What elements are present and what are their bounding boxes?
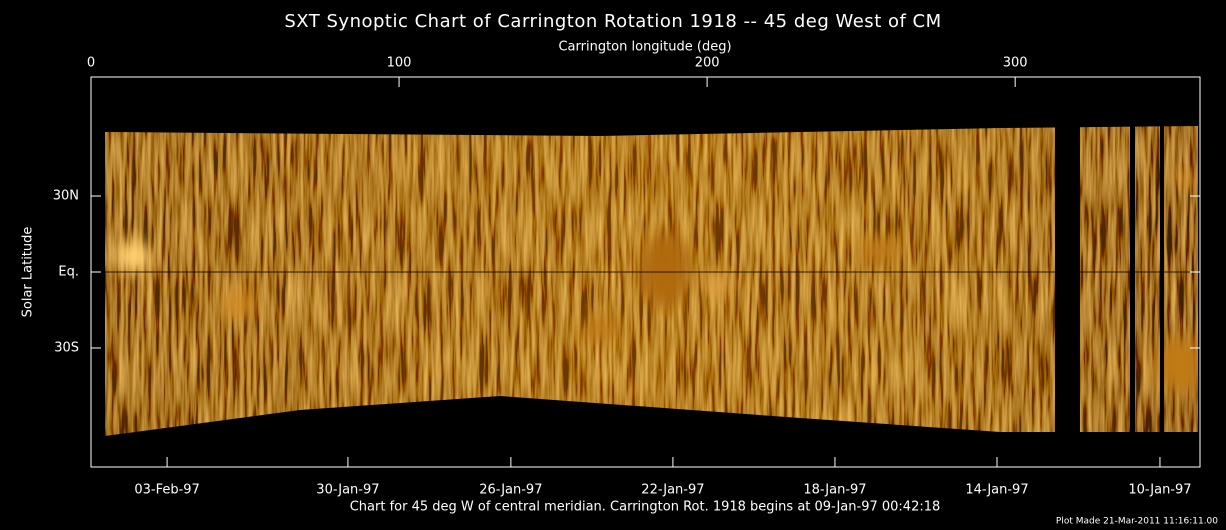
bright-region	[860, 236, 900, 264]
chart-title: SXT Synoptic Chart of Carrington Rotatio…	[284, 11, 941, 32]
x-tick-label: 0	[87, 56, 95, 71]
x2-tick-label: 10-Jan-97	[1128, 483, 1191, 498]
y-tick-label: 30N	[53, 189, 79, 204]
x2-tick-label: 18-Jan-97	[803, 483, 866, 498]
synoptic-image	[105, 126, 1198, 436]
y-axis-label: Solar Latitude	[21, 227, 36, 318]
y-tick-label: 30S	[54, 340, 79, 355]
x-tick-label: 200	[695, 56, 720, 71]
x-axis-label: Carrington longitude (deg)	[558, 40, 731, 55]
x2-tick-label: 03-Feb-97	[134, 483, 199, 498]
x-tick-label: 300	[1003, 56, 1028, 71]
x-tick-label: 100	[387, 56, 412, 71]
data-gap	[1130, 126, 1135, 436]
bright-regions	[113, 170, 1198, 395]
bright-region	[113, 240, 153, 272]
x2-tick-label: 30-Jan-97	[316, 483, 379, 498]
x2-tick-label: 26-Jan-97	[479, 483, 542, 498]
x2-tick-label: 22-Jan-97	[641, 483, 704, 498]
data-gap	[1055, 126, 1080, 436]
plot-note: Plot Made 21-Mar-2011 11:16:11.00	[1056, 517, 1218, 527]
y-tick-label: Eq.	[58, 265, 79, 280]
data-gap	[1160, 126, 1164, 436]
bright-region	[1155, 335, 1198, 395]
bright-region	[1175, 170, 1195, 186]
x2-tick-label: 14-Jan-97	[965, 483, 1028, 498]
caption: Chart for 45 deg W of central meridian. …	[350, 500, 941, 515]
bright-region	[640, 230, 690, 310]
bright-region	[582, 318, 618, 342]
bright-region	[224, 291, 256, 319]
bright-region	[704, 273, 732, 297]
